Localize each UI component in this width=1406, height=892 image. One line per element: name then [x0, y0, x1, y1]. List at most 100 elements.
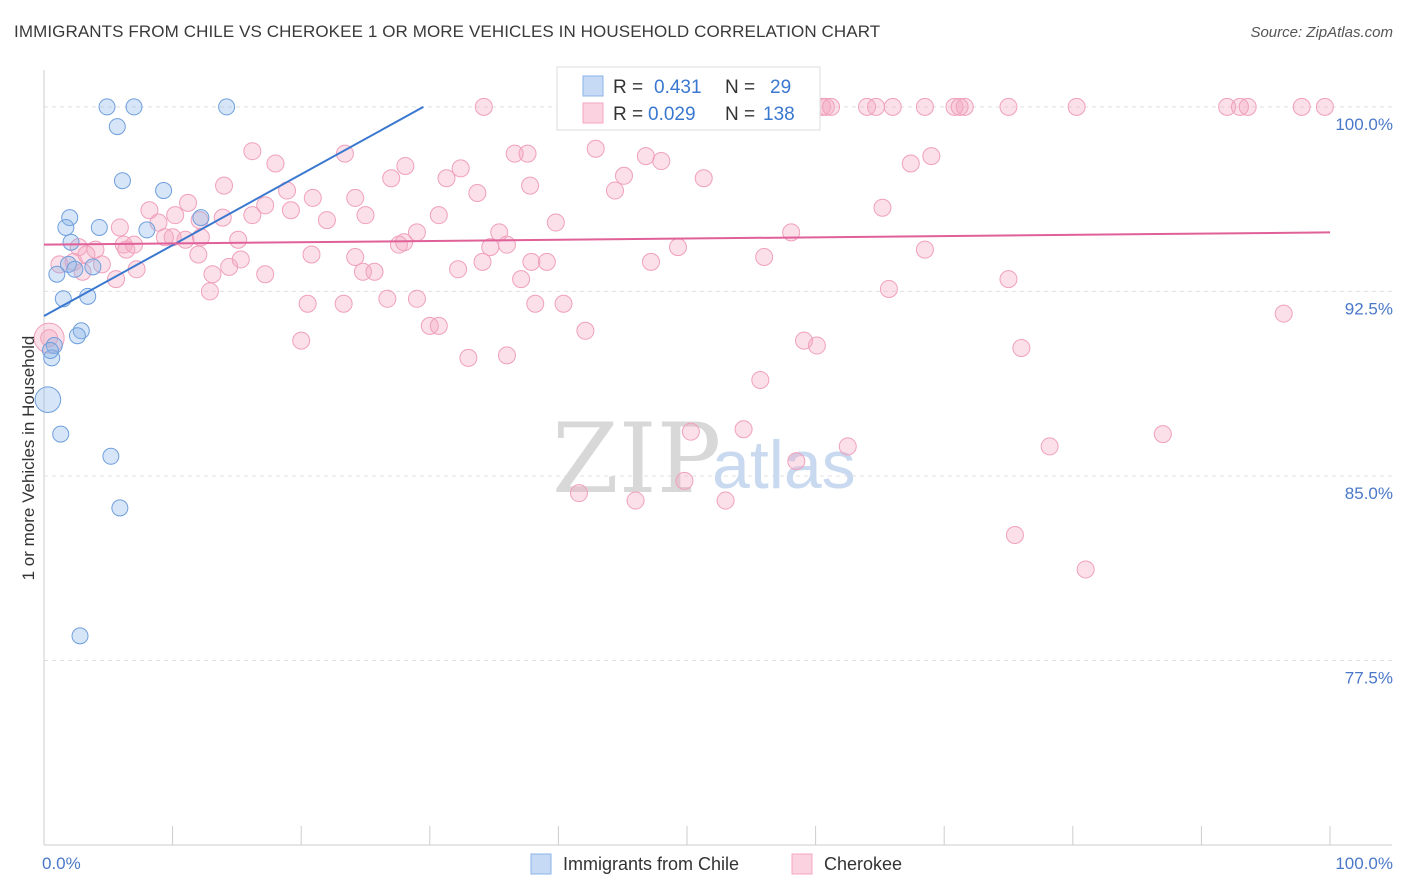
- cherokee-point: [474, 97, 493, 116]
- cherokee-point: [955, 97, 974, 116]
- cherokee-point: [346, 247, 365, 266]
- cherokee-point: [317, 211, 336, 230]
- cherokee-point: [526, 294, 545, 313]
- cherokee-point: [668, 238, 687, 257]
- legend-n-label: N =: [725, 104, 755, 125]
- cherokee-point: [873, 198, 892, 217]
- cherokee-point: [437, 169, 456, 188]
- legend-n-value: 29: [770, 77, 791, 98]
- chile-point: [84, 258, 102, 276]
- y-tick-labels: 77.5% 85.0% 92.5% 100.0%: [1335, 115, 1393, 688]
- cherokee-point: [641, 252, 660, 271]
- cherokee-point: [356, 206, 375, 225]
- cherokee-point: [950, 97, 969, 116]
- cherokee-point: [281, 201, 300, 220]
- cherokee-point: [626, 491, 645, 510]
- chile-point: [113, 172, 131, 190]
- chile-point: [98, 98, 116, 116]
- cherokee-point: [473, 252, 492, 271]
- chart-title: IMMIGRANTS FROM CHILE VS CHEROKEE 1 OR M…: [14, 22, 881, 41]
- cherokee-point: [229, 230, 248, 249]
- cherokee-point: [396, 156, 415, 175]
- cherokee-point: [867, 97, 886, 116]
- legend-r-value: 0.029: [648, 104, 696, 125]
- cherokee-point: [505, 144, 524, 163]
- chile-point: [138, 221, 156, 239]
- cherokee-point: [1238, 97, 1257, 116]
- cherokee-point: [140, 201, 159, 220]
- legend-r-label: R =: [613, 104, 643, 125]
- cherokee-point: [675, 471, 694, 490]
- cherokee-point: [407, 223, 426, 242]
- cherokee-point: [1218, 97, 1237, 116]
- cherokee-point: [1274, 304, 1293, 323]
- series-legend: Immigrants from Chile Cherokee: [530, 853, 902, 875]
- watermark-atlas: atlas: [712, 427, 856, 503]
- cherokee-point: [807, 336, 826, 355]
- bottom-legend-chile: Immigrants from Chile: [563, 854, 739, 874]
- cherokee-point: [451, 159, 470, 178]
- cherokee-point: [652, 152, 671, 171]
- chile-point: [192, 209, 210, 227]
- cherokee-point: [537, 252, 556, 271]
- chile-point: [66, 260, 84, 278]
- cherokee-point: [292, 331, 311, 350]
- chile-point: [155, 182, 173, 200]
- gridlines: [44, 106, 1392, 661]
- trend-lines: [43, 106, 1331, 317]
- cherokee-point: [334, 294, 353, 313]
- chile-point: [41, 341, 59, 359]
- cherokee-point: [636, 147, 655, 166]
- cherokee-point: [303, 188, 322, 207]
- cherokee-point: [522, 252, 541, 271]
- cherokee-point: [755, 247, 774, 266]
- cherokee-point: [497, 235, 516, 254]
- cherokee-point: [166, 206, 185, 225]
- cherokee-point: [1315, 97, 1334, 116]
- y-tick-label: 100.0%: [1335, 115, 1393, 134]
- cherokee-point: [302, 245, 321, 264]
- chile-point: [79, 287, 97, 305]
- cherokee-point: [468, 184, 487, 203]
- cherokee-point: [429, 316, 448, 335]
- cherokee-point: [512, 270, 531, 289]
- chile-point: [71, 627, 89, 645]
- cherokee-point: [605, 181, 624, 200]
- bottom-legend-cherokee: Cherokee: [824, 854, 902, 874]
- watermark: ZIP atlas: [552, 403, 856, 515]
- y-tick-label: 92.5%: [1345, 299, 1393, 318]
- chile-point: [34, 386, 62, 413]
- cherokee-point: [50, 255, 69, 274]
- chile-point: [62, 233, 80, 251]
- cherokee-point: [110, 218, 129, 237]
- cherokee-point: [945, 97, 964, 116]
- cherokee-point: [1230, 97, 1249, 116]
- cherokee-point: [915, 240, 934, 259]
- chile-point: [52, 425, 70, 443]
- cherokee-point: [1005, 526, 1024, 544]
- chile-point: [43, 349, 61, 367]
- cherokee-point: [203, 265, 222, 284]
- cherokee-point: [1012, 339, 1031, 358]
- cherokee-point: [586, 139, 605, 158]
- y-tick-label: 85.0%: [1345, 484, 1393, 503]
- cherokee-point: [459, 348, 478, 367]
- cherokee-point: [838, 437, 857, 456]
- chile-points: [34, 97, 578, 645]
- cherokee-point: [1076, 560, 1095, 579]
- chile-point: [57, 218, 75, 236]
- cherokee-point: [429, 206, 448, 225]
- cherokee-point: [407, 289, 426, 308]
- cherokee-point: [787, 452, 806, 471]
- source-label: Source: ZipAtlas.com: [1250, 24, 1393, 41]
- cherokee-point: [569, 484, 588, 503]
- cherokee-point: [1067, 97, 1086, 116]
- cherokee-point: [189, 245, 208, 264]
- cherokee-point: [179, 193, 198, 212]
- chile-point: [125, 98, 143, 116]
- cherokee-point: [822, 97, 841, 116]
- chile-point: [90, 218, 108, 236]
- cherokee-point: [879, 279, 898, 298]
- legend-r-label: R =: [613, 77, 643, 98]
